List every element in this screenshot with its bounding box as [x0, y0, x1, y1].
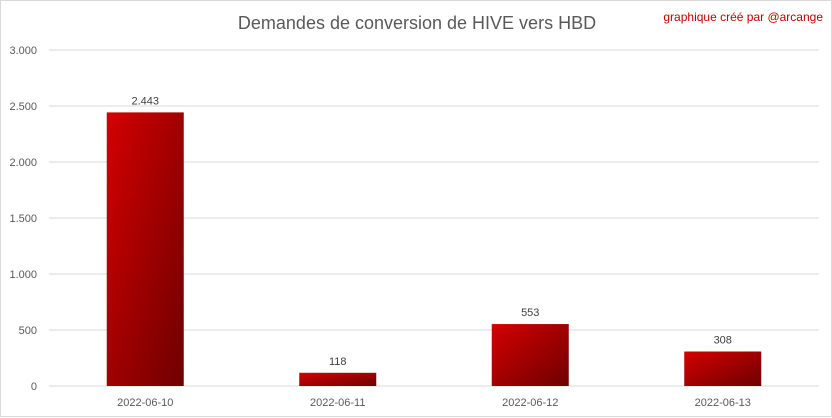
x-tick-label: 2022-06-12 [502, 397, 558, 409]
y-axis-ticks: 0 500 1.000 1.500 2.000 2.500 3.000 [9, 45, 37, 393]
x-tick-label: 2022-06-13 [695, 397, 751, 409]
x-axis-ticks: 2022-06-10 2022-06-11 2022-06-12 2022-06-13 [117, 397, 751, 409]
y-tick-label: 1.500 [9, 213, 37, 225]
x-tick-label: 2022-06-10 [117, 397, 173, 409]
bar [491, 324, 569, 386]
chart-credit: graphique créé par @arcange [663, 10, 823, 24]
data-labels: 2.443 118 553 308 [131, 95, 731, 367]
y-tick-label: 3.000 [9, 45, 37, 57]
bar [106, 112, 184, 386]
chart-title: Demandes de conversion de HIVE vers HBD [237, 13, 597, 33]
y-tick-label: 500 [19, 325, 37, 337]
y-tick-label: 0 [31, 381, 37, 393]
x-tick-label: 2022-06-11 [310, 397, 365, 409]
y-tick-label: 2.000 [9, 157, 37, 169]
bar-value-label: 2.443 [131, 95, 159, 107]
bar [299, 372, 377, 386]
bar-value-label: 118 [329, 356, 347, 368]
bar-value-label: 308 [714, 335, 732, 347]
bar [684, 351, 762, 386]
bars [106, 112, 762, 386]
y-tick-label: 2.500 [9, 101, 37, 113]
y-tick-label: 1.000 [9, 269, 37, 281]
bar-value-label: 553 [521, 307, 539, 319]
